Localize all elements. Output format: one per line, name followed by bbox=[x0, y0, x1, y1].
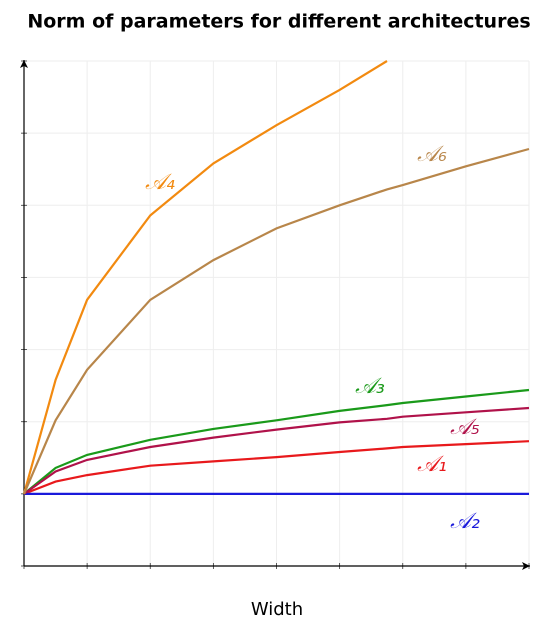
chart-title: Norm of parameters for different archite… bbox=[27, 11, 530, 33]
series-label: 𝒜₄ bbox=[145, 170, 175, 195]
series-line bbox=[22, 147, 530, 495]
x-axis-label: Width bbox=[251, 599, 303, 620]
series-label: 𝒜₃ bbox=[355, 374, 385, 399]
series-label: 𝒜₂ bbox=[450, 509, 480, 534]
x-axis-arrow bbox=[522, 562, 530, 570]
series-line bbox=[23, 440, 530, 495]
series-line bbox=[22, 60, 388, 495]
series-line bbox=[23, 406, 530, 495]
series-label: 𝒜₁ bbox=[417, 452, 447, 477]
series-label: 𝒜₅ bbox=[450, 415, 480, 440]
series-line bbox=[23, 388, 530, 495]
y-axis-arrow bbox=[20, 60, 28, 68]
series-label: 𝒜₆ bbox=[417, 142, 447, 167]
